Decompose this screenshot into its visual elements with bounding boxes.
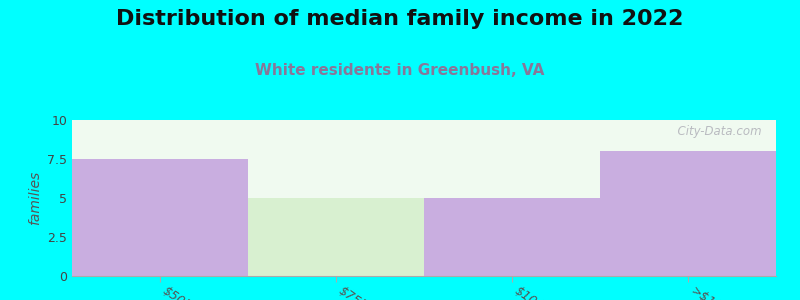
Bar [600, 151, 776, 276]
Bar [72, 159, 248, 276]
Text: City-Data.com: City-Data.com [670, 125, 762, 138]
Y-axis label: families: families [27, 171, 42, 225]
Bar [424, 198, 600, 276]
Text: Distribution of median family income in 2022: Distribution of median family income in … [116, 9, 684, 29]
Bar [248, 198, 424, 276]
Text: White residents in Greenbush, VA: White residents in Greenbush, VA [255, 63, 545, 78]
